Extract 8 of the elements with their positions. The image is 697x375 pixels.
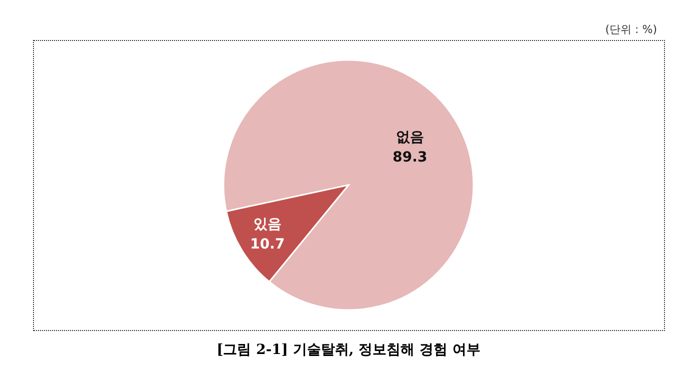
data-label: 10.7 [250,236,285,253]
slice-label: 있음 [253,216,282,233]
text: (단위 : %) [605,22,657,37]
pie-slice [222,59,474,311]
pie-slice [226,184,350,282]
text: [그림 2-1] 기술탈취, 정보침해 경험 여부 [216,341,482,359]
slice-label: 없음 [396,129,424,146]
data-label: 89.3 [392,149,428,166]
